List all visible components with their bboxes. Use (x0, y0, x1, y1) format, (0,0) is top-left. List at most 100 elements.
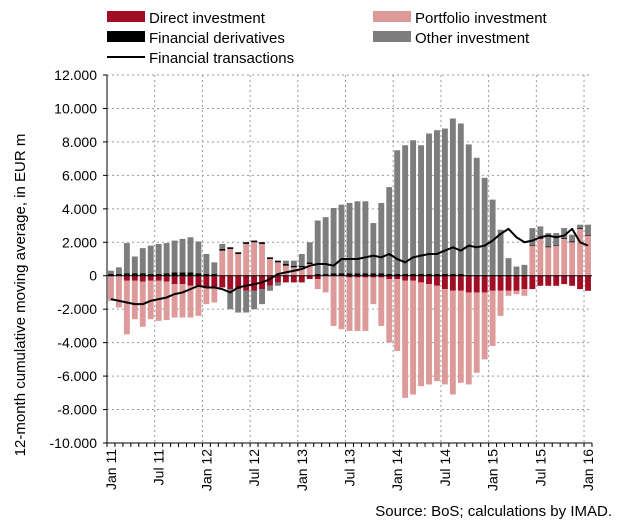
bar-portfolio-investment (569, 242, 576, 276)
bar-other-investment (251, 290, 258, 310)
bar-portfolio-investment (410, 280, 417, 395)
bar-financial-derivatives (251, 240, 258, 243)
bar-financial-derivatives (227, 247, 234, 249)
bar-direct-investment (235, 275, 242, 290)
bar-portfolio-investment (322, 275, 329, 293)
bar-portfolio-investment (171, 284, 178, 318)
bar-other-investment (505, 258, 512, 275)
bar-financial-derivatives (553, 244, 560, 246)
bar-financial-derivatives (418, 274, 424, 276)
bar-other-investment (195, 241, 202, 274)
legend-swatch (373, 31, 411, 42)
bar-other-investment (457, 123, 464, 275)
bar-financial-derivatives (275, 260, 281, 263)
bar-portfolio-investment (481, 292, 488, 360)
bar-other-investment (346, 202, 353, 274)
bar-portfolio-investment (561, 238, 568, 276)
bar-portfolio-investment (386, 279, 393, 343)
legend-label: Financial transactions (149, 50, 294, 67)
bar-other-investment (108, 270, 114, 275)
bar-other-investment (402, 145, 409, 275)
bar-direct-investment (585, 275, 591, 291)
bar-direct-investment (147, 275, 154, 281)
bar-portfolio-investment (465, 292, 472, 385)
bar-portfolio-investment (115, 275, 122, 308)
bar-financial-derivatives (290, 265, 297, 268)
bar-direct-investment (131, 275, 138, 281)
bar-other-investment (275, 282, 281, 286)
bar-other-investment (187, 237, 194, 273)
legend-label: Direct investment (149, 10, 266, 27)
bar-direct-investment (139, 275, 146, 282)
bar-financial-derivatives (378, 273, 385, 276)
legend-item-portfolio-investment: Portfolio investment (373, 10, 548, 27)
bar-direct-investment (537, 275, 544, 286)
x-tick-label: Jan 13 (294, 449, 310, 491)
bar-direct-investment (553, 275, 560, 286)
bars (108, 118, 591, 398)
bar-financial-derivatives (537, 238, 544, 239)
bar-financial-derivatives (529, 244, 536, 246)
bar-other-investment (521, 264, 528, 275)
x-tick-label: Jul 12 (246, 449, 262, 487)
bar-direct-investment (489, 275, 496, 291)
bar-other-investment (227, 289, 234, 310)
bar-direct-investment (386, 275, 393, 280)
bar-other-investment (243, 290, 250, 313)
bar-direct-investment (243, 275, 250, 291)
bar-direct-investment (314, 275, 321, 280)
bar-direct-investment (418, 275, 424, 283)
y-tick-label: 4.000 (62, 201, 97, 217)
legend-item-financial-transactions: Financial transactions (107, 50, 294, 67)
bar-other-investment (394, 150, 401, 275)
bar-financial-derivatives (338, 273, 345, 276)
bar-other-investment (282, 260, 289, 265)
bar-other-investment (418, 145, 424, 275)
bar-portfolio-investment (275, 262, 281, 276)
bar-portfolio-investment (426, 284, 432, 385)
bar-portfolio-investment (251, 242, 258, 276)
bar-other-investment (569, 234, 576, 242)
bar-financial-derivatives (577, 228, 584, 229)
bar-direct-investment (434, 275, 440, 286)
bar-financial-derivatives (410, 274, 417, 276)
y-tick-label: -2.000 (57, 301, 97, 317)
bar-financial-derivatives (306, 262, 313, 265)
bar-other-investment (489, 199, 496, 275)
bar-portfolio-investment (123, 280, 130, 335)
y-axis-label: 12-month cumulative moving average, in E… (12, 134, 29, 457)
legend-item-other-investment: Other investment (373, 30, 530, 47)
bar-portfolio-investment (577, 228, 584, 276)
bar-portfolio-investment (314, 279, 321, 290)
bar-portfolio-investment (219, 250, 226, 276)
y-tick-label: 6.000 (62, 167, 97, 183)
x-tick-label: Jan 15 (485, 449, 501, 491)
bar-financial-derivatives (441, 274, 448, 276)
bar-other-investment (171, 240, 178, 273)
bar-other-investment (561, 228, 568, 239)
y-tick-label: 2.000 (62, 234, 97, 250)
y-tick-label: -10.000 (50, 435, 98, 451)
bar-portfolio-investment (457, 290, 464, 383)
bar-other-investment (259, 289, 265, 305)
x-tick-label: Jul 15 (532, 449, 548, 487)
bar-financial-derivatives (171, 272, 178, 276)
y-tick-label: 10.000 (54, 100, 97, 116)
bar-direct-investment (481, 275, 488, 293)
x-tick-labels: Jan 11 Jul 11 Jan 12 Jul 12 Jan 13 Jul 13 Jan … (103, 449, 596, 491)
bar-portfolio-investment (282, 265, 289, 276)
bar-other-investment (434, 130, 440, 275)
legend-item-direct-investment: Direct investment (107, 10, 266, 27)
bar-direct-investment (163, 275, 170, 282)
bar-financial-derivatives (426, 274, 432, 276)
y-tick-label: 8.000 (62, 134, 97, 150)
x-tick-label: Jul 14 (437, 449, 453, 487)
bar-direct-investment (402, 275, 409, 281)
bar-other-investment (298, 253, 305, 266)
bar-financial-derivatives (370, 273, 377, 276)
bar-other-investment (314, 220, 321, 275)
bar-other-investment (481, 177, 488, 275)
bar-other-investment (290, 260, 297, 266)
legend-swatch (107, 11, 145, 22)
